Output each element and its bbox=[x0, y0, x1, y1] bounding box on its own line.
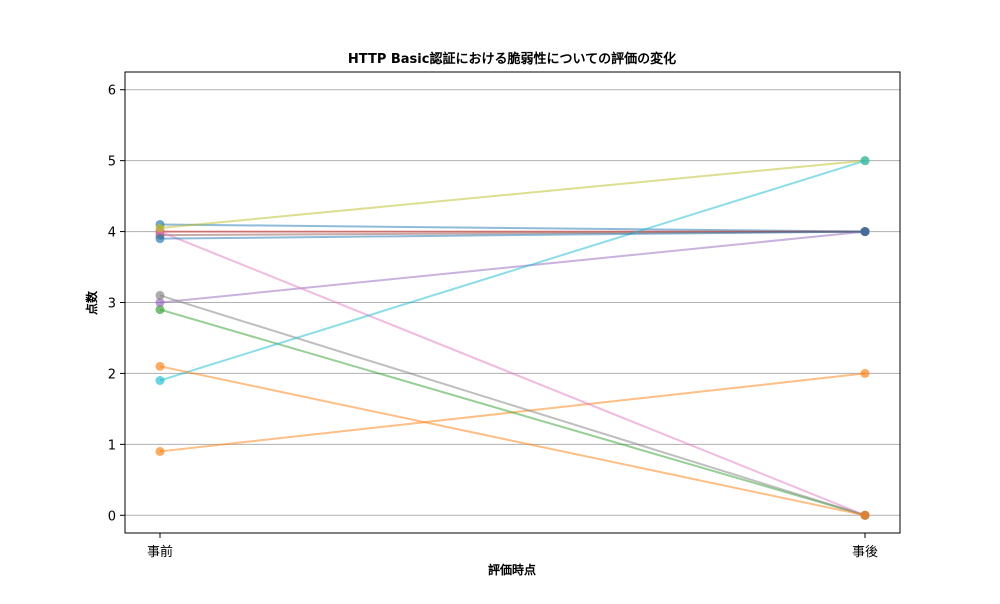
data-point bbox=[861, 369, 870, 378]
y-tick-label: 1 bbox=[108, 438, 116, 453]
series-group bbox=[156, 156, 870, 232]
series-line bbox=[160, 295, 865, 515]
data-point bbox=[156, 291, 165, 300]
x-axis-label: 評価時点 bbox=[488, 562, 536, 577]
data-point bbox=[861, 227, 870, 236]
data-point bbox=[156, 224, 165, 233]
series-group bbox=[156, 305, 870, 520]
y-tick-label: 4 bbox=[108, 226, 116, 241]
data-point bbox=[861, 511, 870, 520]
series-group bbox=[156, 156, 870, 385]
y-tick-label: 3 bbox=[108, 297, 116, 312]
data-point bbox=[156, 234, 165, 243]
y-tick-label: 6 bbox=[108, 84, 116, 99]
chart-title: HTTP Basic認証における脆弱性についての評価の変化 bbox=[348, 51, 676, 67]
series-line bbox=[160, 232, 865, 303]
series-layer bbox=[156, 156, 870, 520]
series-line bbox=[160, 224, 865, 231]
grid-layer bbox=[125, 90, 900, 516]
series-line bbox=[160, 366, 865, 515]
y-tick-label: 5 bbox=[108, 155, 116, 170]
data-point bbox=[156, 362, 165, 371]
data-point bbox=[156, 447, 165, 456]
y-tick-label: 2 bbox=[108, 367, 116, 382]
data-point bbox=[861, 156, 870, 165]
x-tick-label: 事前 bbox=[147, 544, 173, 560]
x-tick-label: 事後 bbox=[852, 545, 878, 560]
tick-layer: 0 1 2 3 4 5 6 事前 事後 bbox=[108, 84, 878, 560]
y-tick-label: 0 bbox=[108, 509, 116, 524]
series-line bbox=[160, 310, 865, 516]
data-point bbox=[156, 376, 165, 385]
series-group bbox=[156, 227, 870, 307]
y-axis-label: 点数 bbox=[84, 290, 99, 315]
